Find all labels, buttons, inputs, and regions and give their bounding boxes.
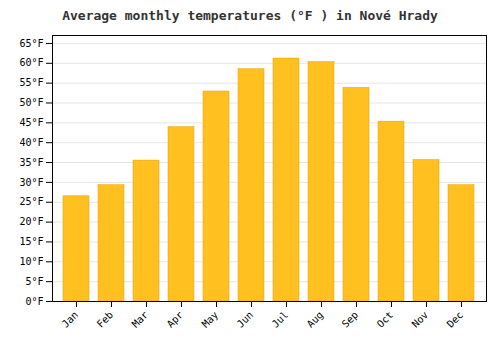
svg-text:Sep: Sep bbox=[340, 309, 361, 330]
svg-text:Oct: Oct bbox=[375, 309, 396, 330]
svg-text:40°F: 40°F bbox=[19, 137, 43, 148]
svg-text:10°F: 10°F bbox=[19, 256, 43, 267]
svg-text:Nov: Nov bbox=[410, 309, 431, 330]
svg-text:Jul: Jul bbox=[270, 309, 291, 330]
svg-text:60°F: 60°F bbox=[19, 57, 43, 68]
svg-text:Jan: Jan bbox=[60, 309, 81, 330]
svg-text:May: May bbox=[200, 309, 221, 330]
svg-text:0°F: 0°F bbox=[25, 296, 43, 307]
svg-text:65°F: 65°F bbox=[19, 38, 43, 49]
svg-text:Aug: Aug bbox=[305, 309, 326, 330]
svg-text:15°F: 15°F bbox=[19, 236, 43, 247]
svg-text:Jun: Jun bbox=[235, 309, 256, 330]
svg-text:35°F: 35°F bbox=[19, 157, 43, 168]
svg-text:Feb: Feb bbox=[95, 309, 116, 330]
svg-text:Apr: Apr bbox=[165, 309, 186, 330]
svg-text:55°F: 55°F bbox=[19, 77, 43, 88]
svg-text:Mar: Mar bbox=[130, 309, 151, 330]
svg-text:5°F: 5°F bbox=[25, 276, 43, 287]
svg-text:50°F: 50°F bbox=[19, 97, 43, 108]
html-text:Average monthly temperatures (: Average monthly temperatures (°F ) in No… bbox=[62, 8, 438, 23]
svg-text:20°F: 20°F bbox=[19, 216, 43, 227]
svg-text:Dec: Dec bbox=[445, 309, 466, 330]
svg-text:45°F: 45°F bbox=[19, 117, 43, 128]
svg-text:25°F: 25°F bbox=[19, 196, 43, 207]
svg-text:30°F: 30°F bbox=[19, 177, 43, 188]
